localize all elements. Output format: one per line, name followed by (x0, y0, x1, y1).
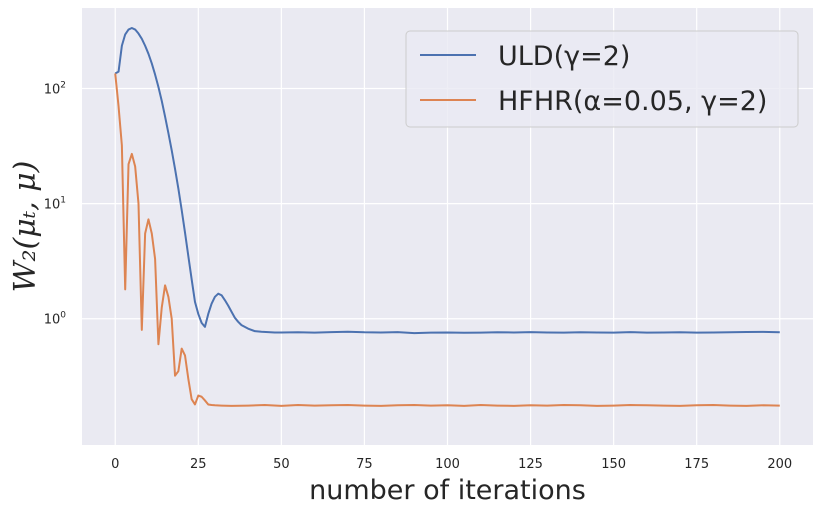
x-tick-label: 0 (111, 457, 119, 472)
series-line (114, 73, 780, 407)
x-axis-ticks: 0 25 50 75 100 125 150 175 200 (111, 457, 792, 472)
y-axis-label: W₂(μₜ, μ) (8, 161, 43, 293)
y-tick-label: 101 (44, 196, 66, 213)
x-tick-label: 150 (601, 457, 626, 472)
y-tick-label: 100 (44, 311, 67, 328)
x-tick-label: 50 (273, 457, 290, 472)
x-tick-label: 175 (684, 457, 709, 472)
legend-label-hfhr: HFHR(α=0.05, γ=2) (498, 86, 767, 117)
x-tick-label: 75 (356, 457, 373, 472)
y-axis-ticks: 100 101 102 (44, 80, 67, 327)
series-0 (114, 27, 780, 335)
legend-label-uld: ULD(γ=2) (498, 41, 630, 72)
series-1 (114, 73, 780, 407)
x-tick-label: 200 (767, 457, 792, 472)
x-tick-label: 125 (518, 457, 543, 472)
y-tick-label: 102 (44, 80, 66, 97)
x-tick-label: 100 (435, 457, 460, 472)
legend-box (405, 30, 799, 128)
legend: ULD(γ=2) HFHR(α=0.05, γ=2) (405, 30, 799, 128)
series-layer (114, 27, 780, 407)
x-tick-label: 25 (190, 457, 207, 472)
series-line (114, 27, 780, 335)
x-axis-label: number of iterations (309, 475, 586, 506)
